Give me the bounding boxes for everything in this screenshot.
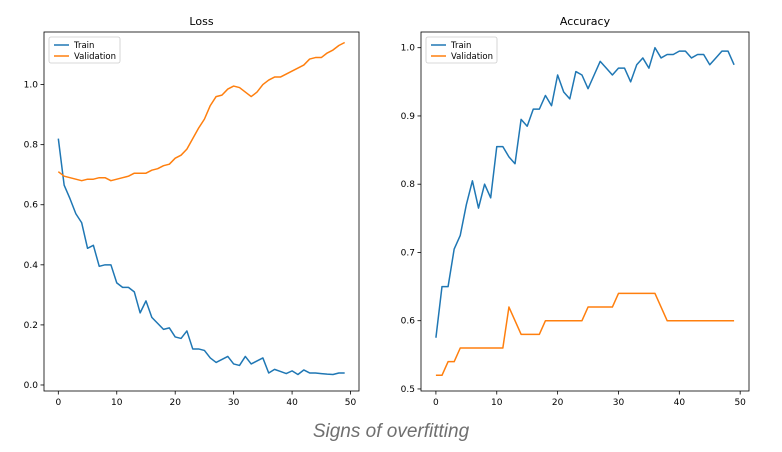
accuracy-series-validation-line bbox=[435, 292, 735, 377]
loss-series-train-line bbox=[57, 138, 345, 376]
loss-x-tick-label: 20 bbox=[169, 398, 181, 408]
accuracy-y-tick-label: 1.0 bbox=[401, 44, 416, 54]
loss-legend-label-validation: Validation bbox=[74, 52, 116, 62]
loss-axes-frame bbox=[43, 31, 360, 392]
loss-x-tick-label: 10 bbox=[111, 398, 123, 408]
loss-y-tick-label: 0.0 bbox=[24, 381, 39, 391]
accuracy-x-tick-label: 20 bbox=[552, 398, 564, 408]
accuracy-y-tick-label: 0.5 bbox=[401, 385, 415, 395]
accuracy-series-train-line bbox=[435, 46, 735, 338]
accuracy-x-tick-label: 40 bbox=[674, 398, 686, 408]
loss-y-tick-label: 0.2 bbox=[24, 321, 38, 331]
accuracy-legend-label-train: Train bbox=[450, 41, 471, 51]
loss-y-tick-label: 1.0 bbox=[24, 81, 39, 91]
loss-x-tick-label: 50 bbox=[345, 398, 357, 408]
accuracy-x-tick-label: 30 bbox=[613, 398, 625, 408]
accuracy-y-tick-label: 0.9 bbox=[401, 112, 416, 122]
loss-y-tick-label: 0.6 bbox=[24, 201, 39, 211]
accuracy-legend-label-validation: Validation bbox=[451, 52, 493, 62]
accuracy-chart: Accuracy 0 10 20 30 40 50 0.5 0.6 0.7 0.8 0.9 1.0 Tra… bbox=[401, 15, 750, 408]
loss-y-tick-label: 0.8 bbox=[24, 141, 39, 151]
accuracy-y-tick-label: 0.7 bbox=[401, 248, 415, 258]
loss-series-validation-line bbox=[57, 41, 346, 182]
accuracy-y-tick-label: 0.6 bbox=[401, 317, 416, 327]
loss-title: Loss bbox=[189, 15, 213, 28]
accuracy-y-tick-label: 0.8 bbox=[401, 180, 416, 190]
loss-x-tick-label: 40 bbox=[286, 398, 298, 408]
loss-x-tick-label: 30 bbox=[228, 398, 240, 408]
accuracy-title: Accuracy bbox=[560, 15, 611, 28]
loss-x-tick-label: 0 bbox=[55, 398, 61, 408]
loss-legend-label-train: Train bbox=[73, 41, 94, 51]
loss-y-tick-label: 0.4 bbox=[24, 261, 39, 271]
accuracy-axes-frame bbox=[420, 31, 750, 392]
loss-chart: Loss 0 10 20 30 40 50 0.0 0.2 0.4 0.6 0.8 1.0 TrainVa… bbox=[24, 15, 360, 408]
figure-caption: Signs of overfitting bbox=[312, 421, 470, 442]
accuracy-x-tick-label: 10 bbox=[491, 398, 503, 408]
accuracy-x-tick-label: 0 bbox=[433, 398, 439, 408]
accuracy-x-tick-label: 50 bbox=[734, 398, 746, 408]
